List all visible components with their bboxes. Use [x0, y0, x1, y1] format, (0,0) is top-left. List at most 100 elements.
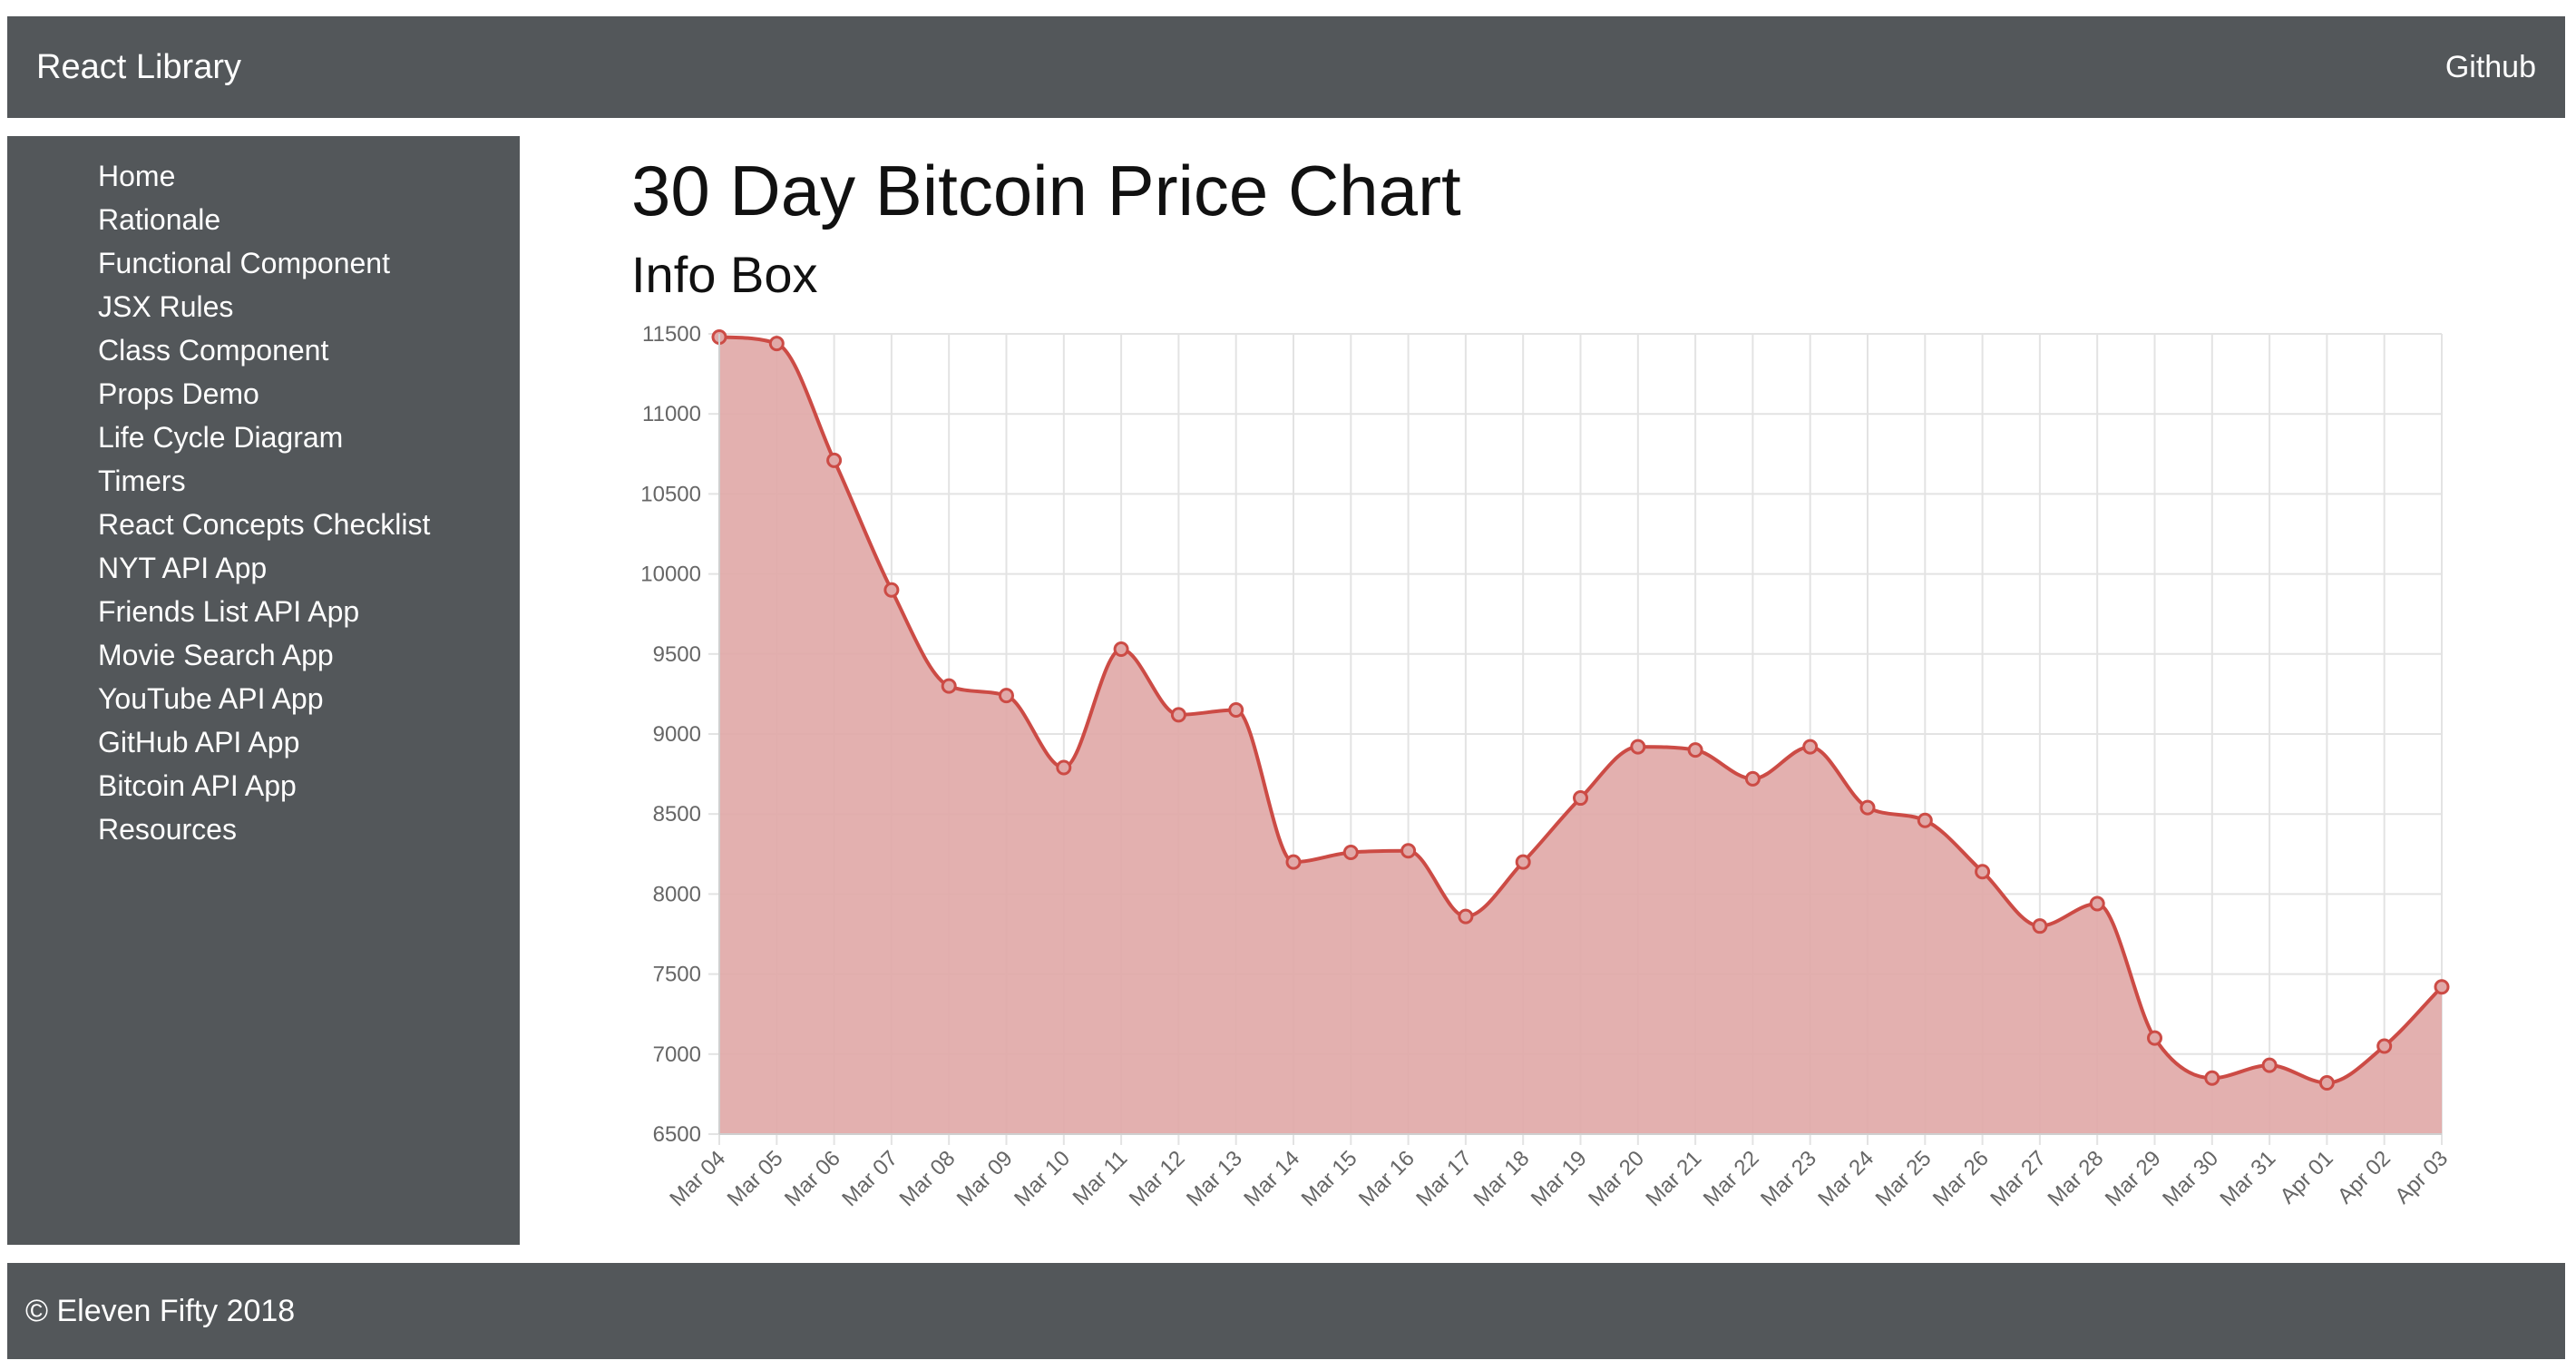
sidebar-item-bitcoin-api-app: Bitcoin API App: [98, 764, 430, 807]
sidebar-link-youtube-api-app[interactable]: YouTube API App: [98, 682, 324, 715]
data-point: [2204, 1070, 2220, 1086]
x-tick-label: Mar 05: [723, 1146, 788, 1211]
y-tick-label: 9000: [653, 722, 701, 747]
data-point: [883, 582, 900, 598]
sidebar-item-react-concepts-checklist: React Concepts Checklist: [98, 503, 430, 546]
data-point: [1056, 759, 1072, 776]
sidebar-item-friends-list-api-app: Friends List API App: [98, 590, 430, 633]
copyright-text: © Eleven Fifty 2018: [25, 1294, 296, 1328]
data-point: [1228, 702, 1244, 719]
sidebar-link-functional-component[interactable]: Functional Component: [98, 247, 390, 279]
x-tick-label: Mar 30: [2158, 1146, 2223, 1211]
sidebar-item-class-component: Class Component: [98, 328, 430, 372]
sidebar-link-resources[interactable]: Resources: [98, 813, 237, 846]
x-tick-label: Mar 11: [1068, 1146, 1133, 1210]
x-tick-label: Apr 03: [2390, 1146, 2453, 1209]
sidebar-link-props-demo[interactable]: Props Demo: [98, 377, 259, 410]
y-tick-label: 6500: [653, 1122, 701, 1147]
x-tick-label: Mar 26: [1928, 1146, 1994, 1211]
sidebar-link-movie-search-app[interactable]: Movie Search App: [98, 639, 334, 671]
info-box-heading: Info Box: [631, 246, 818, 303]
github-link[interactable]: Github: [2444, 50, 2536, 84]
x-tick-label: Mar 16: [1354, 1146, 1420, 1211]
data-point: [1285, 854, 1302, 870]
sidebar-link-github-api-app[interactable]: GitHub API App: [98, 726, 300, 758]
x-tick-label: Apr 01: [2276, 1146, 2338, 1209]
sidebar-link-timers[interactable]: Timers: [98, 465, 186, 497]
x-tick-label: Mar 23: [1756, 1146, 1821, 1211]
x-tick-label: Mar 08: [895, 1146, 961, 1211]
sidebar-link-jsx-rules[interactable]: JSX Rules: [98, 290, 234, 323]
sidebar-link-nyt-api-app[interactable]: NYT API App: [98, 552, 268, 584]
data-point: [2376, 1038, 2393, 1054]
sidebar-link-bitcoin-api-app[interactable]: Bitcoin API App: [98, 769, 297, 802]
sidebar-item-movie-search-app: Movie Search App: [98, 633, 430, 677]
data-point: [1342, 845, 1359, 861]
data-point: [826, 452, 843, 468]
x-tick-label: Mar 18: [1469, 1146, 1535, 1211]
sidebar-link-friends-list-api-app[interactable]: Friends List API App: [98, 595, 360, 628]
data-point: [2147, 1030, 2162, 1046]
data-point: [1515, 854, 1531, 870]
data-point: [2032, 918, 2048, 935]
y-tick-label: 8500: [653, 802, 701, 827]
page-title: 30 Day Bitcoin Price Chart: [631, 151, 1461, 230]
x-tick-label: Mar 29: [2101, 1146, 2166, 1211]
sidebar-item-youtube-api-app: YouTube API App: [98, 677, 430, 720]
data-point: [1917, 812, 1933, 828]
x-tick-label: Mar 25: [1871, 1146, 1937, 1211]
sidebar: Home Rationale Functional Component JSX …: [7, 136, 520, 1245]
data-point: [1802, 739, 1819, 755]
bitcoin-price-chart: 11500 11000 10500 10000 9500 9000 8500 8000 7500…: [640, 322, 2453, 1211]
sidebar-link-life-cycle-diagram[interactable]: Life Cycle Diagram: [98, 421, 344, 454]
data-point: [1573, 790, 1588, 807]
x-tick-label: Mar 15: [1297, 1146, 1362, 1211]
y-tick-label: 11500: [642, 322, 701, 347]
price-area-fill: [719, 337, 2442, 1134]
sidebar-link-home[interactable]: Home: [98, 160, 176, 192]
data-point: [1687, 742, 1703, 758]
top-navbar: React Library Github: [7, 16, 2565, 118]
sidebar-item-life-cycle-diagram: Life Cycle Diagram: [98, 416, 430, 459]
y-tick-label: 7000: [653, 1042, 701, 1067]
sidebar-nav-list: Home Rationale Functional Component JSX …: [98, 154, 430, 851]
y-tick-label: 7500: [653, 963, 701, 987]
sidebar-item-github-api-app: GitHub API App: [98, 720, 430, 764]
data-point: [768, 336, 785, 352]
sidebar-link-react-concepts-checklist[interactable]: React Concepts Checklist: [98, 508, 431, 541]
x-tick-label: Mar 06: [780, 1146, 845, 1211]
sidebar-item-jsx-rules: JSX Rules: [98, 285, 430, 328]
x-tick-label: Mar 14: [1239, 1146, 1304, 1211]
x-tick-label: Apr 02: [2333, 1146, 2395, 1209]
footer: © Eleven Fifty 2018: [7, 1263, 2565, 1359]
x-tick-label: Mar 19: [1527, 1146, 1592, 1211]
data-point: [1859, 799, 1876, 816]
data-point: [1170, 707, 1186, 723]
x-tick-label: Mar 24: [1813, 1146, 1878, 1211]
y-tick-label: 8000: [653, 882, 701, 906]
data-point: [2089, 895, 2105, 912]
x-tick-label: Mar 21: [1641, 1146, 1706, 1211]
sidebar-item-timers: Timers: [98, 459, 430, 503]
brand-title[interactable]: React Library: [36, 48, 241, 86]
data-point: [1458, 908, 1474, 925]
price-line: [718, 335, 2444, 1085]
sidebar-item-resources: Resources: [98, 807, 430, 851]
x-tick-label: Mar 28: [2044, 1146, 2109, 1211]
x-tick-label: Mar 27: [1986, 1146, 2051, 1211]
sidebar-link-rationale[interactable]: Rationale: [98, 203, 221, 236]
data-point: [1744, 770, 1761, 787]
y-tick-label: 10500: [640, 482, 701, 506]
sidebar-item-nyt-api-app: NYT API App: [98, 546, 430, 590]
data-point: [999, 688, 1014, 704]
sidebar-item-functional-component: Functional Component: [98, 241, 430, 285]
data-point: [941, 678, 957, 694]
sidebar-link-class-component[interactable]: Class Component: [98, 334, 329, 367]
x-tick-label: Mar 13: [1182, 1146, 1247, 1211]
x-tick-label: Mar 12: [1125, 1146, 1190, 1211]
sidebar-item-rationale: Rationale: [98, 198, 430, 241]
data-point: [2261, 1057, 2278, 1073]
y-tick-label: 9500: [653, 642, 701, 667]
data-point: [2318, 1075, 2335, 1091]
x-tick-label: Mar 17: [1411, 1146, 1477, 1211]
